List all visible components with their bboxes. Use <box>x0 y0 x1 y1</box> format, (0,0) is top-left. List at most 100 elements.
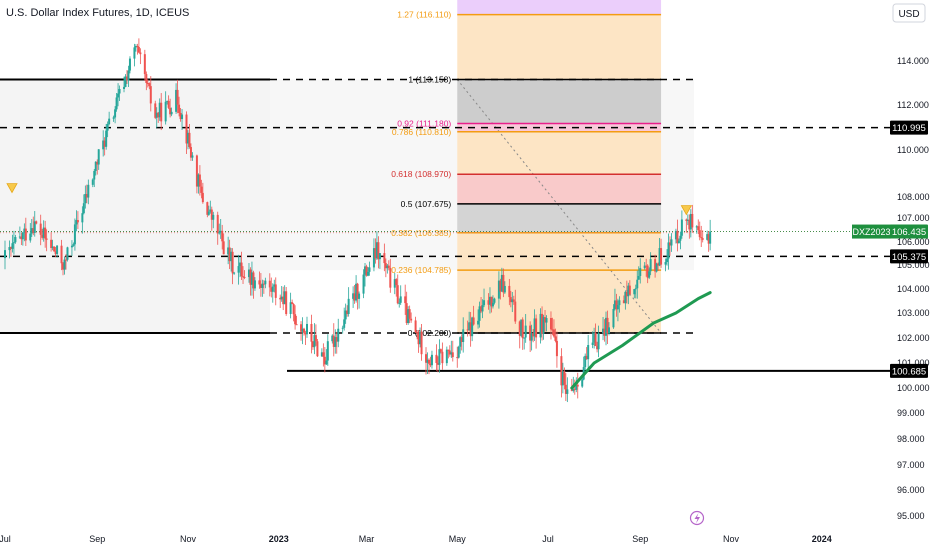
candle-body[interactable] <box>335 337 338 342</box>
candle-body[interactable] <box>511 299 514 303</box>
candle-body[interactable] <box>585 355 588 360</box>
candle-body[interactable] <box>670 239 673 246</box>
candle-body[interactable] <box>56 245 59 254</box>
candle-body[interactable] <box>497 280 500 299</box>
candle-body[interactable] <box>561 371 564 386</box>
candle-body[interactable] <box>289 302 292 314</box>
candle-body[interactable] <box>155 112 158 118</box>
candle-body[interactable] <box>219 230 222 233</box>
candle-body[interactable] <box>447 349 450 351</box>
candle-body[interactable] <box>410 318 413 321</box>
candle-body[interactable] <box>249 269 252 285</box>
candle-body[interactable] <box>231 251 234 274</box>
candle-body[interactable] <box>279 297 282 300</box>
candle-body[interactable] <box>366 271 369 276</box>
candle-body[interactable] <box>436 362 439 365</box>
candle-body[interactable] <box>581 379 584 387</box>
candle-body[interactable] <box>94 161 97 171</box>
candle-body[interactable] <box>628 285 631 295</box>
candle-body[interactable] <box>294 314 297 325</box>
candle-body[interactable] <box>124 76 127 87</box>
candle-body[interactable] <box>657 263 660 266</box>
candle-body[interactable] <box>347 298 350 314</box>
candle-body[interactable] <box>344 310 347 320</box>
candle-body[interactable] <box>158 102 161 118</box>
candle-body[interactable] <box>417 333 420 345</box>
candle-body[interactable] <box>664 262 667 265</box>
candle-body[interactable] <box>227 247 230 255</box>
candle-body[interactable] <box>137 47 140 53</box>
candle-body[interactable] <box>438 349 441 365</box>
candle-body[interactable] <box>533 318 536 337</box>
candle-body[interactable] <box>148 83 151 87</box>
candle-body[interactable] <box>368 267 371 272</box>
candle-body[interactable] <box>518 321 521 336</box>
candle-body[interactable] <box>325 360 328 365</box>
candle-body[interactable] <box>228 247 231 262</box>
candle-body[interactable] <box>649 259 652 272</box>
candle-body[interactable] <box>508 285 511 298</box>
candle-body[interactable] <box>606 317 609 334</box>
candle-body[interactable] <box>44 227 47 239</box>
candle-body[interactable] <box>63 259 66 270</box>
candle-body[interactable] <box>451 352 454 358</box>
candle-body[interactable] <box>375 242 378 259</box>
candle-body[interactable] <box>654 259 657 272</box>
candle-body[interactable] <box>222 241 225 255</box>
candle-body[interactable] <box>123 86 126 90</box>
candle-body[interactable] <box>618 300 621 306</box>
candle-body[interactable] <box>549 318 552 330</box>
candle-body[interactable] <box>139 52 142 55</box>
candle-body[interactable] <box>555 340 558 357</box>
candle-body[interactable] <box>493 298 496 303</box>
candle-body[interactable] <box>677 240 680 244</box>
candle-body[interactable] <box>386 265 389 269</box>
candle-body[interactable] <box>688 219 691 230</box>
candle-body[interactable] <box>39 223 42 235</box>
candle-body[interactable] <box>185 114 188 144</box>
candle-body[interactable] <box>430 354 433 366</box>
candle-body[interactable] <box>114 109 117 118</box>
candle-body[interactable] <box>624 291 627 304</box>
candle-body[interactable] <box>469 322 472 337</box>
candle-body[interactable] <box>313 335 316 348</box>
candle-body[interactable] <box>456 357 459 359</box>
candle-body[interactable] <box>365 266 368 276</box>
candle-body[interactable] <box>530 333 533 341</box>
candle-body[interactable] <box>189 147 192 158</box>
candle-body[interactable] <box>502 274 505 293</box>
candle-body[interactable] <box>164 101 167 122</box>
candle-body[interactable] <box>697 226 700 231</box>
candle-body[interactable] <box>292 303 295 315</box>
candle-body[interactable] <box>591 342 594 346</box>
candle-body[interactable] <box>143 54 146 75</box>
candle-body[interactable] <box>200 186 203 193</box>
candle-body[interactable] <box>127 70 130 81</box>
candle-body[interactable] <box>326 341 329 361</box>
candle-body[interactable] <box>541 313 544 334</box>
candle-body[interactable] <box>514 301 517 322</box>
candle-body[interactable] <box>233 272 236 274</box>
candle-body[interactable] <box>54 251 57 254</box>
candle-body[interactable] <box>160 102 163 122</box>
candle-body[interactable] <box>188 132 191 148</box>
candle-body[interactable] <box>445 349 448 364</box>
candle-body[interactable] <box>247 269 250 278</box>
candle-body[interactable] <box>477 320 480 325</box>
candle-body[interactable] <box>523 337 526 339</box>
candle-body[interactable] <box>615 300 618 310</box>
candle-body[interactable] <box>4 250 6 259</box>
candle-body[interactable] <box>420 331 423 355</box>
candle-body[interactable] <box>520 319 523 336</box>
candle-body[interactable] <box>666 258 669 263</box>
candle-body[interactable] <box>686 219 689 221</box>
candle-body[interactable] <box>157 112 160 118</box>
candle-body[interactable] <box>230 251 233 262</box>
candle-body[interactable] <box>643 265 646 269</box>
candle-body[interactable] <box>212 214 215 220</box>
candle-body[interactable] <box>136 45 139 48</box>
candle-body[interactable] <box>274 284 277 298</box>
candle-body[interactable] <box>207 211 210 215</box>
candle-body[interactable] <box>457 346 460 358</box>
